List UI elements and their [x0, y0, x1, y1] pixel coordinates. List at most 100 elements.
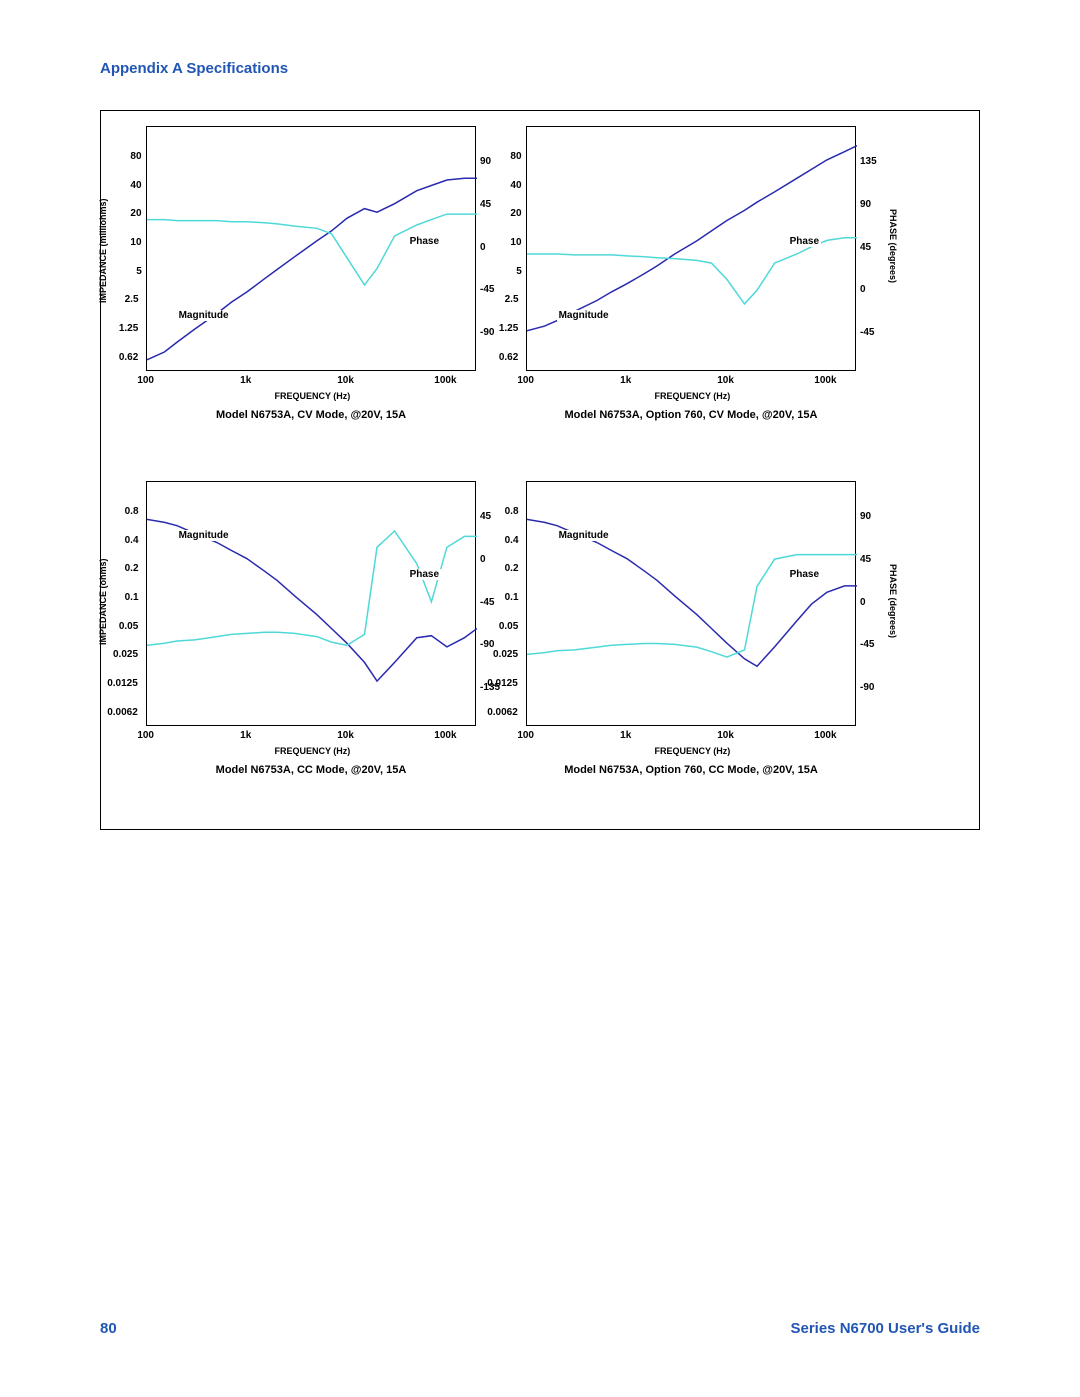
- y2-tick-label: 135: [860, 156, 877, 167]
- phase-curve: [147, 531, 477, 645]
- y-tick-label: 20: [510, 208, 521, 219]
- chart-panel: MagnitudePhase0.621.252.5510204080-90-45…: [146, 126, 546, 471]
- x-tick-label: 100k: [434, 375, 456, 386]
- y2-tick-label: 90: [860, 199, 871, 210]
- x-axis-label: FREQUENCY (Hz): [654, 391, 730, 401]
- phase-legend: Phase: [408, 236, 441, 247]
- phase-curve: [527, 238, 857, 304]
- y2-tick-label: -90: [480, 327, 494, 338]
- chart-panel: MagnitudePhase0.00620.01250.0250.050.10.…: [526, 481, 926, 826]
- x-tick-label: 100: [517, 730, 534, 741]
- footer-guide-title: Series N6700 User's Guide: [790, 1320, 980, 1337]
- y-tick-label: 0.0062: [107, 707, 138, 718]
- page-header: Appendix A Specifications: [100, 60, 288, 77]
- y2-tick-label: 90: [860, 511, 871, 522]
- x-axis-label: FREQUENCY (Hz): [654, 746, 730, 756]
- y-tick-label: 5: [136, 266, 142, 277]
- y2-tick-label: -45: [860, 327, 874, 338]
- x-tick-label: 100: [137, 375, 154, 386]
- y2-tick-label: 45: [480, 199, 491, 210]
- phase-legend: Phase: [408, 569, 441, 580]
- magnitude-legend: Magnitude: [557, 310, 611, 321]
- y-tick-label: 80: [130, 151, 141, 162]
- x-tick-label: 1k: [240, 375, 251, 386]
- y-tick-label: 0.4: [125, 535, 139, 546]
- plot-svg: [147, 127, 477, 372]
- y-tick-label: 1.25: [119, 323, 138, 334]
- y2-tick-label: -45: [480, 597, 494, 608]
- y-tick-label: 2.5: [125, 294, 139, 305]
- y-tick-label: 40: [130, 180, 141, 191]
- x-tick-label: 100: [137, 730, 154, 741]
- plot-area: Magnitude Phase: [526, 126, 856, 371]
- y-tick-label: 80: [510, 151, 521, 162]
- page: Appendix A Specifications Magnitude Phase…: [0, 0, 1080, 1397]
- phase-legend: Phase: [788, 236, 821, 247]
- plot-area: Magnitude Phase: [146, 126, 476, 371]
- x-tick-label: 10k: [337, 375, 354, 386]
- y-tick-label: 0.8: [505, 506, 519, 517]
- phase-legend: Phase: [788, 569, 821, 580]
- x-tick-label: 10k: [717, 375, 734, 386]
- y-tick-label: 0.0062: [487, 707, 518, 718]
- y2-tick-label: 45: [480, 511, 491, 522]
- x-axis-label: FREQUENCY (Hz): [274, 391, 350, 401]
- y2-tick-label: 45: [860, 242, 871, 253]
- y-tick-label: 0.05: [499, 621, 518, 632]
- y-axis-label: IMPEDANCE (ohms): [98, 559, 108, 646]
- y-tick-label: 0.0125: [487, 678, 518, 689]
- magnitude-legend: Magnitude: [557, 530, 611, 541]
- y-tick-label: 20: [130, 208, 141, 219]
- x-tick-label: 1k: [620, 375, 631, 386]
- y-tick-label: 0.05: [119, 621, 138, 632]
- y-tick-label: 0.025: [113, 649, 138, 660]
- phase-curve: [147, 214, 477, 285]
- plot-svg: [527, 482, 857, 727]
- x-tick-label: 100k: [814, 375, 836, 386]
- magnitude-curve: [147, 178, 477, 359]
- magnitude-legend: Magnitude: [177, 310, 231, 321]
- y-tick-label: 0.62: [499, 352, 518, 363]
- plot-area: Magnitude Phase: [526, 481, 856, 726]
- y-axis-label: IMPEDANCE (milliohms): [98, 199, 108, 304]
- y2-tick-label: 0: [860, 284, 866, 295]
- y-tick-label: 0.0125: [107, 678, 138, 689]
- x-tick-label: 100k: [814, 730, 836, 741]
- chart-caption: Model N6753A, CV Mode, @20V, 15A: [146, 409, 476, 421]
- page-number: 80: [100, 1320, 117, 1337]
- y-tick-label: 10: [130, 237, 141, 248]
- magnitude-curve: [147, 519, 477, 681]
- y-tick-label: 0.025: [493, 649, 518, 660]
- y2-tick-label: 0: [480, 554, 486, 565]
- x-tick-label: 100: [517, 375, 534, 386]
- chart-panel: MagnitudePhase0.621.252.5510204080-45045…: [526, 126, 926, 471]
- y2-tick-label: 0: [860, 597, 866, 608]
- y2-axis-label: PHASE (degrees): [888, 564, 898, 638]
- y2-axis-label: PHASE (degrees): [888, 209, 898, 283]
- y-tick-label: 0.62: [119, 352, 138, 363]
- y2-tick-label: -45: [860, 639, 874, 650]
- y-tick-label: 2.5: [505, 294, 519, 305]
- y2-tick-label: 0: [480, 242, 486, 253]
- y-tick-label: 0.1: [505, 592, 519, 603]
- plot-svg: [527, 127, 857, 372]
- magnitude-curve: [527, 519, 857, 666]
- chart-caption: Model N6753A, Option 760, CV Mode, @20V,…: [526, 409, 856, 421]
- x-tick-label: 10k: [337, 730, 354, 741]
- x-axis-label: FREQUENCY (Hz): [274, 746, 350, 756]
- magnitude-legend: Magnitude: [177, 530, 231, 541]
- y2-tick-label: -90: [860, 682, 874, 693]
- y-tick-label: 0.4: [505, 535, 519, 546]
- x-tick-label: 1k: [620, 730, 631, 741]
- x-tick-label: 10k: [717, 730, 734, 741]
- y-tick-label: 40: [510, 180, 521, 191]
- chart-caption: Model N6753A, CC Mode, @20V, 15A: [146, 764, 476, 776]
- plot-svg: [147, 482, 477, 727]
- y-tick-label: 1.25: [499, 323, 518, 334]
- chart-caption: Model N6753A, Option 760, CC Mode, @20V,…: [526, 764, 856, 776]
- plot-area: Magnitude Phase: [146, 481, 476, 726]
- y-tick-label: 0.2: [125, 563, 139, 574]
- y-tick-label: 5: [516, 266, 522, 277]
- y-tick-label: 0.8: [125, 506, 139, 517]
- x-tick-label: 100k: [434, 730, 456, 741]
